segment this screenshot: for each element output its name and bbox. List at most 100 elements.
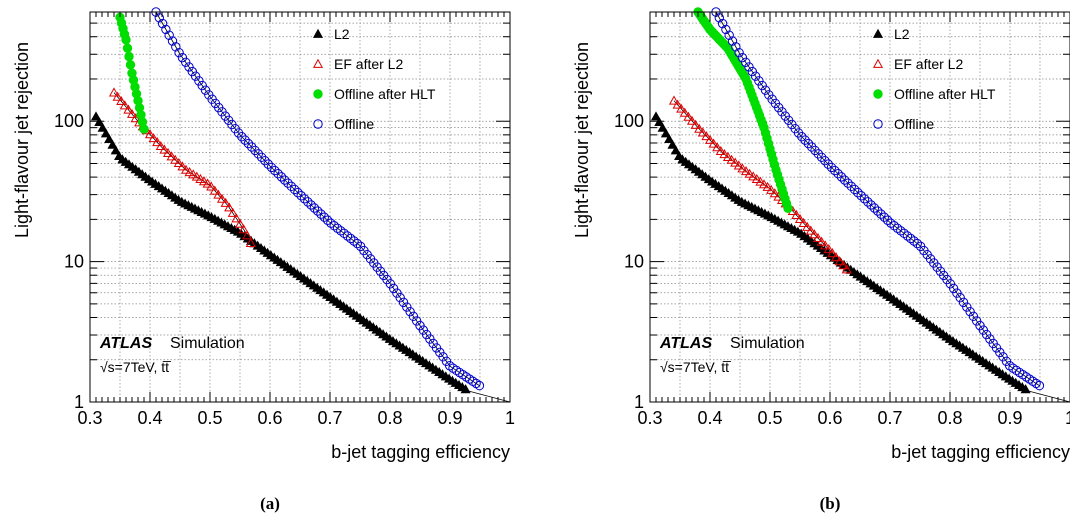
- data-point: [198, 176, 210, 186]
- legend-label: Offline: [334, 116, 374, 132]
- data-point: [896, 226, 906, 236]
- data-point: [968, 311, 979, 322]
- grid-layer: [89, 11, 511, 403]
- data-point: [836, 172, 847, 182]
- data-point: [322, 215, 333, 225]
- data-point: [125, 60, 136, 70]
- data-point: [719, 149, 730, 159]
- data-point: [892, 223, 903, 233]
- data-point: [791, 209, 802, 219]
- data-point: [1028, 376, 1038, 386]
- data-point: [686, 115, 698, 125]
- x-tick-label: 0.8: [937, 408, 962, 428]
- data-point: [683, 111, 694, 121]
- data-point: [873, 89, 883, 99]
- data-point: [849, 184, 860, 195]
- data-point: [823, 244, 834, 254]
- data-point: [181, 57, 191, 67]
- data-point: [339, 228, 349, 239]
- data-point: [734, 47, 744, 58]
- data-point: [162, 147, 174, 157]
- data-point: [712, 142, 723, 152]
- data-point: [708, 138, 719, 148]
- data-point: [116, 95, 127, 106]
- data-point: [744, 168, 755, 178]
- data-point: [726, 154, 737, 164]
- legend-label: Offline after HLT: [894, 86, 996, 102]
- y-tick-label: 10: [64, 252, 84, 272]
- guide-layer: [655, 11, 1070, 403]
- series-offline: [711, 7, 1045, 391]
- data-point: [834, 256, 845, 266]
- data-point: [962, 302, 972, 312]
- data-point: [448, 363, 458, 373]
- legend-label: Offline after HLT: [334, 86, 436, 102]
- data-point: [731, 42, 741, 52]
- data-point: [408, 311, 419, 322]
- data-point: [209, 185, 220, 195]
- series-l2: [650, 111, 1031, 394]
- grid-layer: [649, 11, 1070, 403]
- data-point: [945, 279, 955, 289]
- data-point: [863, 197, 873, 207]
- data-point: [802, 221, 813, 231]
- data-point: [952, 288, 962, 298]
- data-point: [460, 384, 471, 394]
- data-point: [807, 142, 817, 152]
- data-point: [955, 293, 965, 303]
- extrapolation-line: [1027, 390, 1070, 403]
- data-point: [909, 236, 919, 246]
- data-point: [346, 233, 356, 244]
- data-point: [810, 145, 820, 156]
- legend-item: Offline: [313, 116, 374, 132]
- data-point: [762, 181, 773, 191]
- legend-item: Offline: [873, 116, 934, 132]
- data-point: [227, 207, 238, 217]
- data-point: [313, 119, 323, 129]
- data-point: [965, 306, 975, 317]
- data-point: [733, 160, 744, 170]
- series-guide-line: [155, 11, 481, 387]
- legend-label: EF after L2: [894, 56, 963, 72]
- data-point: [800, 135, 810, 145]
- data-point: [90, 111, 102, 121]
- data-point: [758, 179, 770, 189]
- x-tick-label: 0.3: [637, 408, 662, 428]
- x-tick-label: 0.8: [377, 408, 402, 428]
- data-point: [668, 95, 680, 105]
- chart-b-svg: 0.3 0.4 0.5 0.6 0.7 0.8 0.9 1 1 10 100 L2 EF after …: [572, 7, 1070, 513]
- data-point: [737, 163, 748, 173]
- x-tick-label: 0.7: [877, 408, 902, 428]
- data-point: [803, 138, 814, 149]
- data-point: [830, 165, 840, 176]
- data-point: [872, 58, 884, 68]
- data-point: [202, 178, 213, 188]
- atlas-label: ATLAS: [659, 335, 712, 352]
- data-point: [664, 133, 675, 144]
- data-point: [157, 18, 168, 29]
- data-point: [798, 217, 809, 227]
- data-point: [197, 80, 207, 91]
- data-point: [879, 212, 889, 222]
- legend-label: L2: [894, 26, 910, 42]
- data-point: [283, 178, 293, 188]
- data-point: [1021, 372, 1031, 382]
- data-point: [458, 369, 468, 380]
- series-offline-after-hlt: [693, 7, 793, 213]
- data-point: [882, 215, 893, 225]
- y-tick-label: 100: [54, 111, 84, 131]
- data-point: [224, 202, 235, 212]
- data-point: [813, 149, 823, 159]
- data-point: [309, 203, 320, 213]
- data-point: [902, 231, 913, 241]
- data-point: [243, 138, 254, 149]
- x-tick-label: 0.9: [997, 408, 1022, 428]
- data-point: [820, 155, 830, 166]
- axis-layer: 0.3 0.4 0.5 0.6 0.7 0.8 0.9 1 1 10 100: [614, 11, 1070, 428]
- data-point: [213, 189, 224, 199]
- data-point: [816, 236, 827, 246]
- panel-label: (a): [260, 494, 280, 513]
- data-point: [184, 62, 194, 72]
- data-point: [240, 135, 250, 145]
- data-point: [402, 302, 412, 312]
